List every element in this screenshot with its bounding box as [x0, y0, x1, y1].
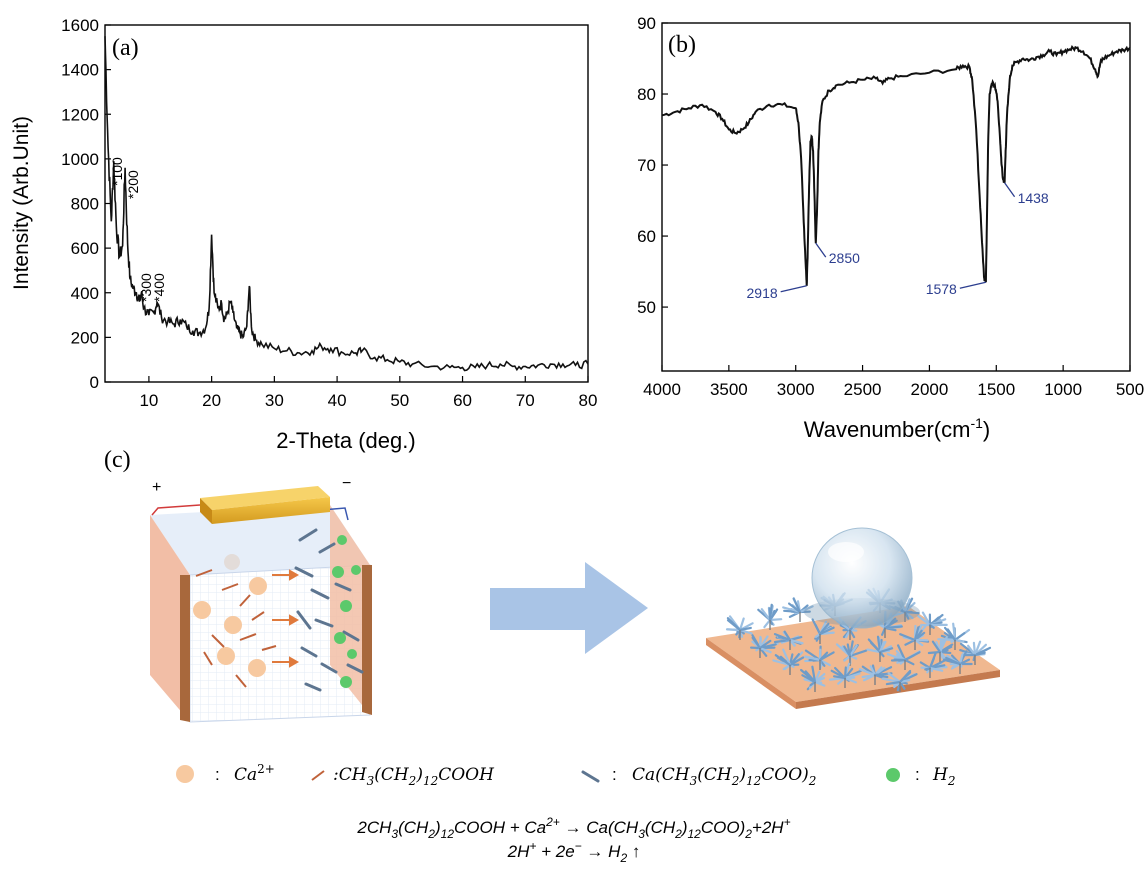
peak-leader-line — [781, 286, 807, 292]
legend-h2-label: H2 — [932, 765, 955, 788]
nanopetal — [925, 668, 930, 669]
nanopetal — [955, 633, 964, 640]
y-tick-label: 1000 — [61, 150, 99, 169]
x-tick-label: 2000 — [911, 380, 949, 399]
x-tick-label: 4000 — [643, 380, 681, 399]
cathode-minus-sign: − — [342, 475, 351, 492]
panel-label-c: (c) — [104, 447, 131, 473]
process-arrow — [490, 562, 648, 654]
y-tick-label: 400 — [71, 284, 99, 303]
x-tick-label: 3000 — [777, 380, 815, 399]
legend-salt-swatch — [583, 772, 598, 781]
legend-colon: : — [215, 765, 220, 784]
y-tick-label: 70 — [637, 156, 656, 175]
reaction-equations: 2CH3(CH2)12COOH + Ca2+ → Ca(CH3(CH2)12CO… — [356, 815, 790, 865]
x-tick-label: 1500 — [977, 380, 1015, 399]
xrd-plot-frame — [105, 25, 588, 382]
y-tick-label: 1600 — [61, 16, 99, 35]
peak-leader-line — [960, 282, 986, 288]
peak-label-100: *100 — [109, 157, 125, 186]
x-tick-label: 30 — [265, 391, 284, 410]
y-tick-label: 600 — [71, 239, 99, 258]
legend-colon-2: : — [612, 765, 617, 784]
y-tick-label: 1400 — [61, 61, 99, 80]
x-tick-label: 2500 — [844, 380, 882, 399]
xrd-peak-labels: *100 *200 *300 *400 — [109, 157, 167, 302]
x-tick-label: 80 — [579, 391, 598, 410]
y-tick-label: 60 — [637, 227, 656, 246]
xrd-series-line — [105, 36, 588, 370]
electrolytic-cell — [150, 486, 372, 722]
legend-salt-label: Ca(CH3(CH2)12COO)2 — [632, 765, 816, 788]
legend-acid-label: :CH3(CH2)12COOH — [333, 765, 495, 788]
y-tick-label: 80 — [637, 85, 656, 104]
y-tick-label: 1200 — [61, 105, 99, 124]
peak-label-400: *400 — [151, 273, 167, 302]
legend-ca-ion-swatch — [176, 765, 194, 783]
x-tick-label: 10 — [139, 391, 158, 410]
panel-label-b: (b) — [668, 32, 696, 58]
y-tick-label: 50 — [637, 298, 656, 317]
peak-annotation-1578: 1578 — [926, 281, 957, 297]
nanopetal — [885, 627, 902, 629]
ftir-x-axis-label: Wavenumber(cm-1) — [804, 415, 990, 442]
x-tick-label: 20 — [202, 391, 221, 410]
xrd-x-axis-label: 2-Theta (deg.) — [276, 428, 415, 453]
x-tick-label: 40 — [328, 391, 347, 410]
ftir-series-line — [662, 47, 1130, 286]
superhydrophobic-surface — [706, 528, 1000, 709]
nanopetal — [974, 643, 975, 655]
legend-acid-swatch — [312, 771, 324, 780]
electrodeposition-schematic: (c) + − — [104, 447, 1000, 865]
y-tick-label: 0 — [90, 373, 99, 392]
x-tick-label: 50 — [390, 391, 409, 410]
x-tick-label: 500 — [1116, 380, 1144, 399]
peak-annotation-2850: 2850 — [829, 250, 860, 266]
nanopetal — [764, 620, 770, 627]
equation-2: 2H+ + 2e− → H2 ↑ — [507, 839, 641, 865]
xrd-y-axis-label: Intensity (Arb.Unit) — [10, 116, 33, 290]
x-tick-label: 1000 — [1044, 380, 1082, 399]
peak-label-200: *200 — [125, 170, 141, 199]
ftir-chart: (b) 4000 3500 3000 2500 2000 1500 1000 500 50 60 7… — [637, 14, 1144, 442]
equation-1: 2CH3(CH2)12COOH + Ca2+ → Ca(CH3(CH2)12CO… — [356, 815, 790, 841]
peak-annotation-2918: 2918 — [747, 285, 778, 301]
nanopetal — [929, 652, 940, 653]
y-tick-label: 800 — [71, 195, 99, 214]
peak-annotation-1438: 1438 — [1018, 190, 1049, 206]
anode-plus-sign: + — [152, 479, 161, 496]
legend-ca-ion-label: Ca2+ — [234, 762, 275, 785]
x-tick-label: 70 — [516, 391, 535, 410]
panel-label-a: (a) — [112, 35, 139, 61]
legend-h2-swatch — [886, 768, 900, 782]
peak-leader-line — [1005, 183, 1015, 197]
x-tick-label: 60 — [453, 391, 472, 410]
peak-leader-line — [816, 243, 826, 257]
water-droplet — [812, 528, 912, 628]
y-tick-label: 200 — [71, 328, 99, 347]
legend-colon-3: : — [915, 765, 920, 784]
schematic-legend: : Ca2+ :CH3(CH2)12COOH : Ca(CH3(CH2)12CO… — [176, 762, 955, 788]
x-tick-label: 3500 — [710, 380, 748, 399]
y-tick-label: 90 — [637, 14, 656, 33]
nanopetal — [845, 668, 846, 679]
